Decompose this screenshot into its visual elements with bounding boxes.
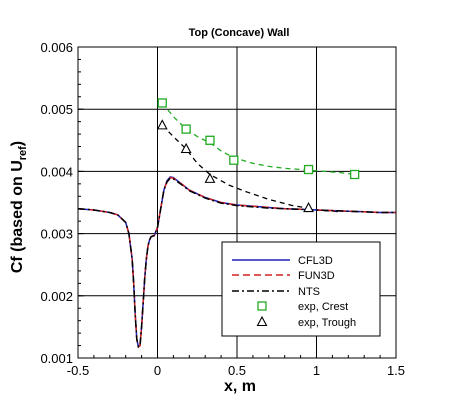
legend: CFL3D FUN3D NTS exp, Crest exp, Trough xyxy=(221,241,381,337)
simulation-series-lines xyxy=(77,176,396,349)
chart-title: Top (Concave) Wall xyxy=(189,27,290,39)
marker-exp-crest xyxy=(181,124,191,134)
x-tick-label: 0.5 xyxy=(228,363,246,378)
marker-exp-trough xyxy=(156,119,168,130)
legend-swatch-exp-trough xyxy=(256,315,268,327)
experiment-markers xyxy=(156,98,360,213)
marker-exp-trough xyxy=(204,172,216,183)
marker-exp-crest xyxy=(205,135,215,145)
legend-label-cfl3d: CFL3D xyxy=(298,255,333,267)
legend-label-exp-trough: exp, Trough xyxy=(298,317,356,329)
axis-ticks xyxy=(77,46,397,359)
x-tick-label: 1.5 xyxy=(387,363,405,378)
legend-swatch-exp-crest xyxy=(257,301,267,311)
y-axis-label-close: ) xyxy=(9,141,26,146)
marker-exp-crest xyxy=(229,155,239,165)
x-tick-label: 1 xyxy=(313,363,320,378)
marker-exp-crest xyxy=(157,98,167,108)
marker-exp-trough xyxy=(303,201,314,213)
legend-label-exp-crest: exp, Crest xyxy=(298,301,348,313)
x-tick-labels: -0.5 0 0.5 1 1.5 xyxy=(67,363,405,378)
y-tick-label: 0.002 xyxy=(40,289,73,304)
marker-exp-crest xyxy=(303,164,314,175)
marker-exp-crest xyxy=(350,169,360,180)
y-tick-label: 0.003 xyxy=(40,227,73,242)
y-axis-label-main: Cf (based on U xyxy=(9,160,26,273)
legend-label-nts: NTS xyxy=(298,286,320,298)
x-axis-label: x, m xyxy=(224,378,256,395)
y-axis-label-subscript: ref xyxy=(17,146,29,160)
y-axis-label: Cf (based on Uref) xyxy=(9,141,29,273)
marker-exp-trough xyxy=(180,142,192,154)
legend-label-fun3d: FUN3D xyxy=(298,270,335,282)
legend-box xyxy=(221,241,381,337)
y-tick-label: 0.001 xyxy=(40,351,73,366)
y-tick-labels: 0.001 0.002 0.003 0.004 0.005 0.006 xyxy=(40,40,73,366)
x-tick-label: 0 xyxy=(154,363,161,378)
grid-lines xyxy=(78,47,396,358)
y-tick-label: 0.006 xyxy=(40,40,73,55)
y-tick-label: 0.004 xyxy=(40,164,73,179)
y-tick-label: 0.005 xyxy=(40,102,73,117)
series-line-nts xyxy=(77,177,396,349)
x-tick-label: -0.5 xyxy=(67,363,89,378)
